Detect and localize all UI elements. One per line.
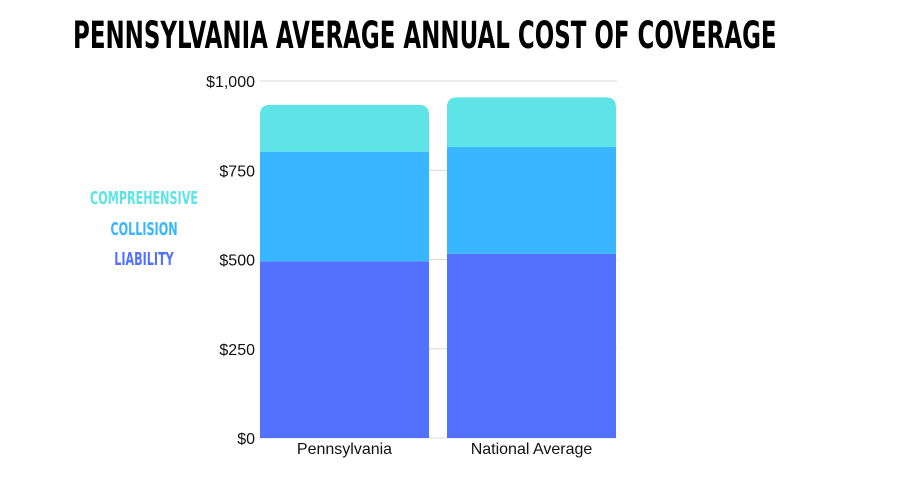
bar-segment-collision — [260, 151, 429, 262]
y-tick-label: $0 — [237, 431, 255, 448]
x-tick-label: National Average — [471, 441, 593, 458]
bar-segment-liability — [260, 261, 429, 438]
legend-liability: Liability — [114, 249, 174, 270]
bar-segment-liability — [447, 253, 616, 438]
x-tick-label: Pennsylvania — [297, 441, 392, 458]
y-tick-label: $250 — [219, 342, 255, 359]
chart-title: Pennsylvania Average Annual Cost of Cove… — [73, 14, 777, 57]
bar-segment-comprehensive — [260, 104, 429, 152]
y-tick-label: $1,000 — [206, 74, 255, 91]
legend-collision: Collision — [110, 219, 178, 240]
bar-segment-comprehensive — [447, 97, 616, 148]
legend-comprehensive: Comprehensive — [90, 188, 198, 209]
y-tick-label: $500 — [219, 253, 255, 270]
bar-segment-collision — [447, 147, 616, 254]
y-tick-label: $750 — [219, 163, 255, 180]
